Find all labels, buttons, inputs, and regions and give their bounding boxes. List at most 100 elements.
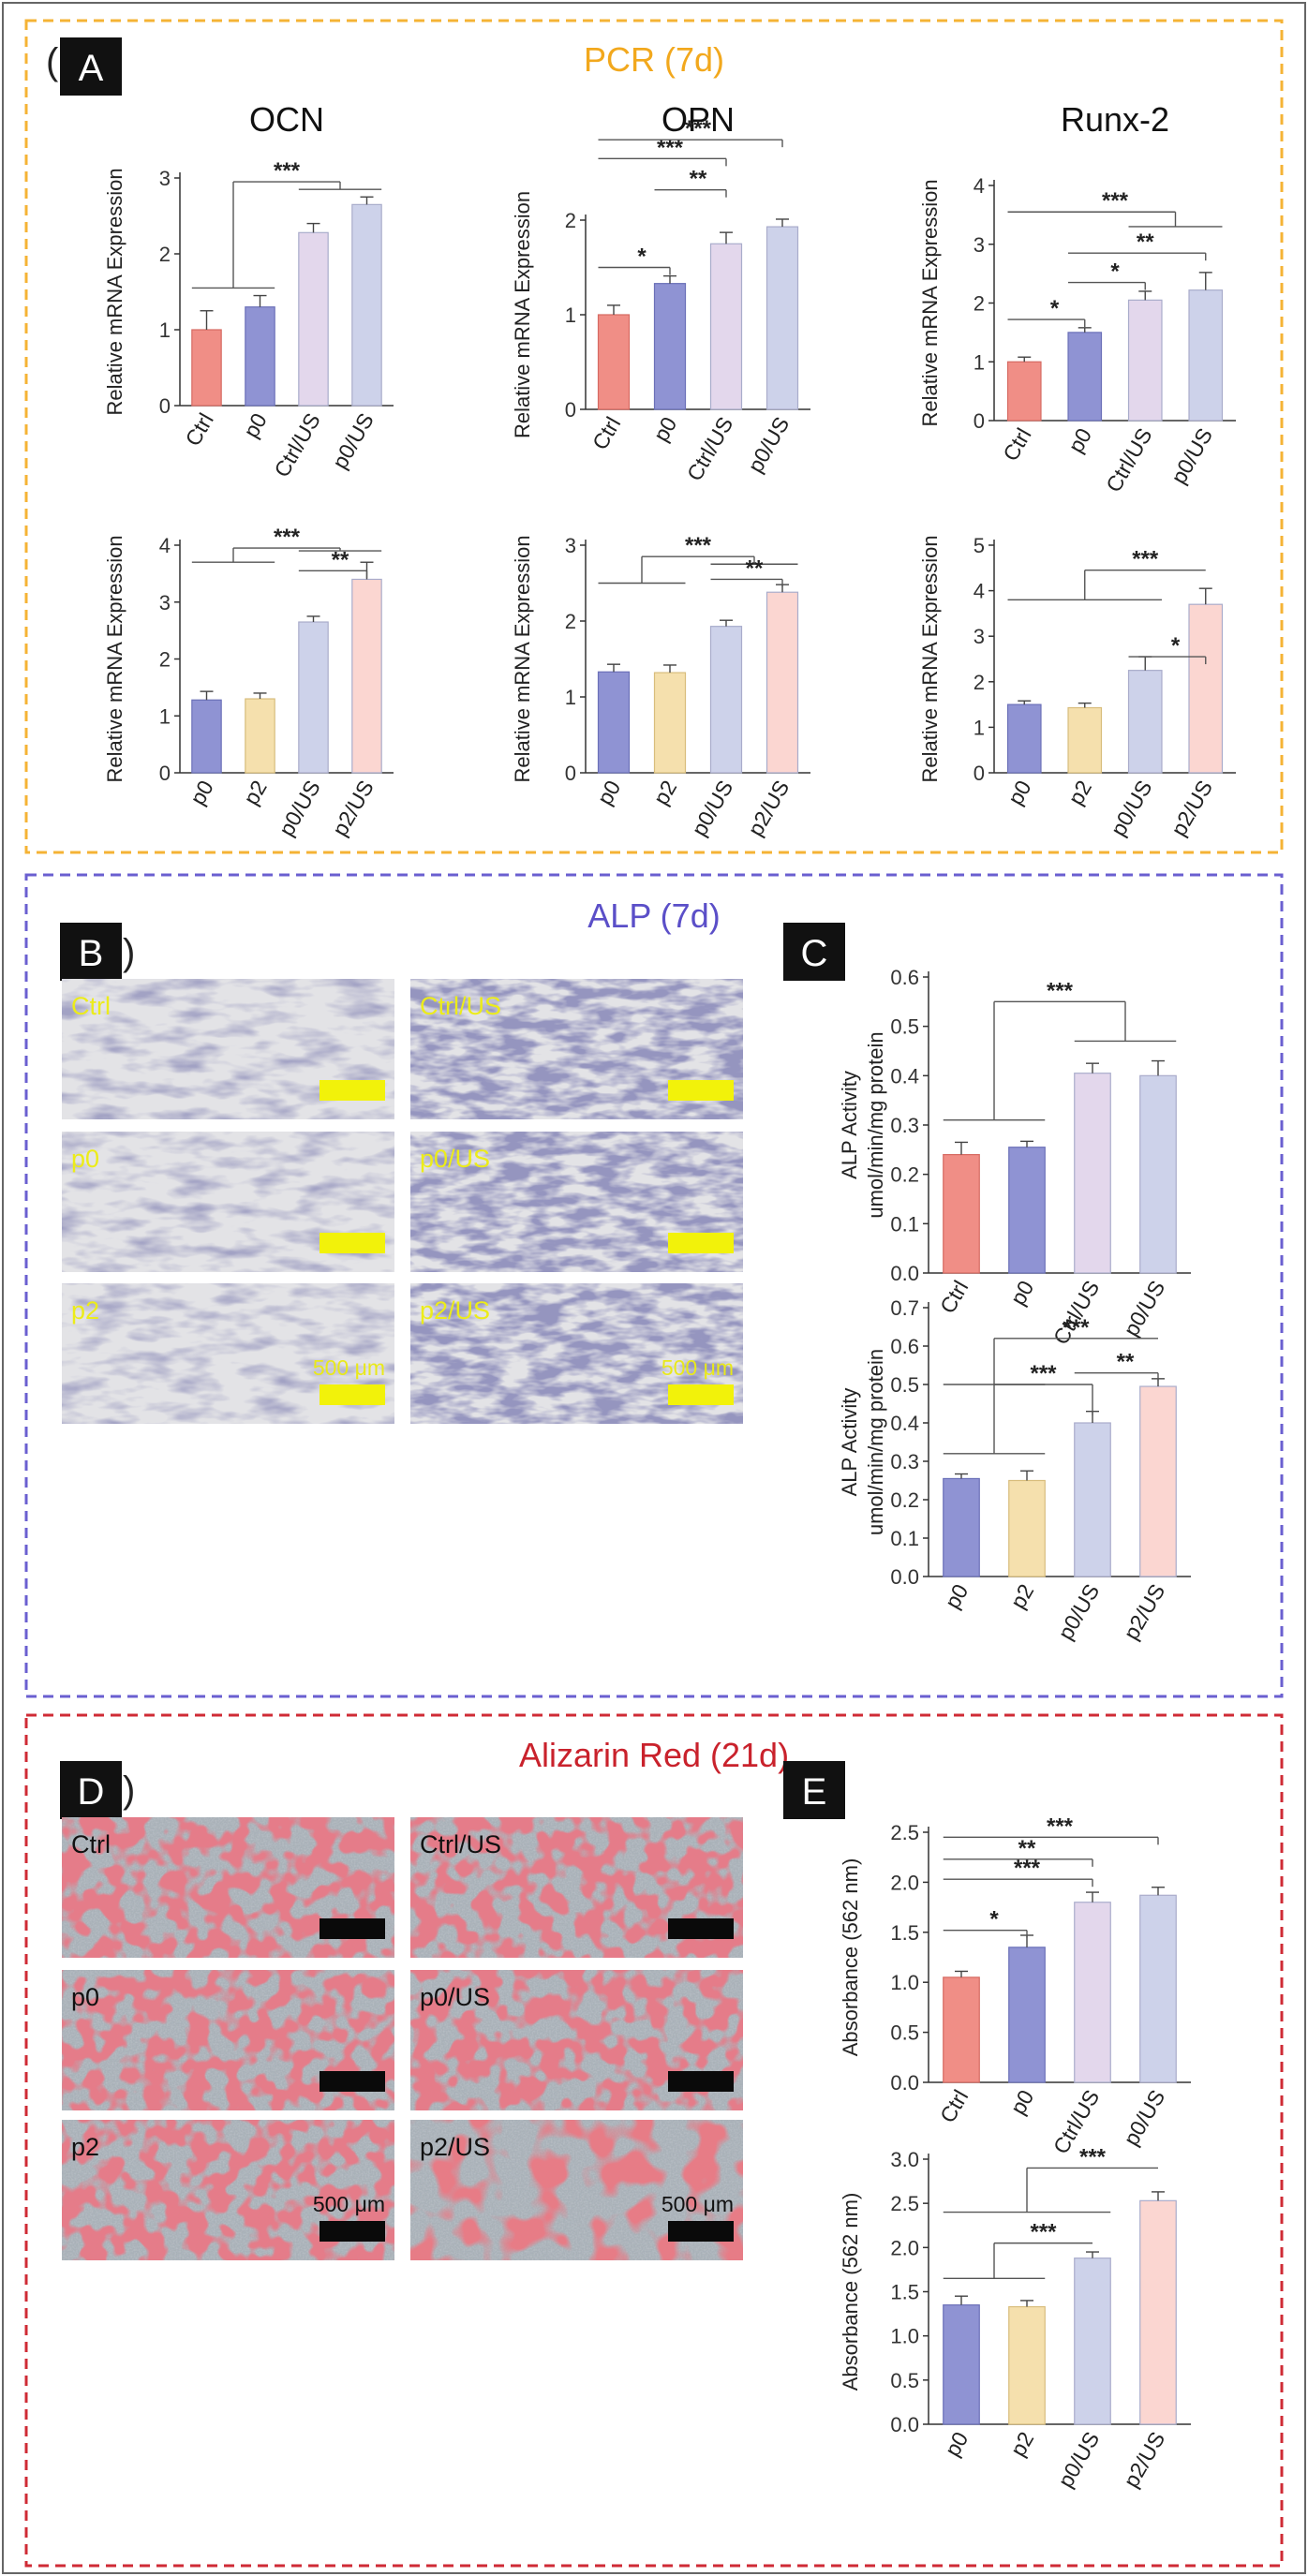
y-axis-label-line: umol/min/mg protein [864,1349,887,1535]
pcr-frame [24,19,1284,854]
scale-bar [668,2221,734,2242]
bar [298,621,329,774]
significance-label: ** [1137,229,1154,255]
ar-micrograph-0: Ctrl [62,1817,394,1958]
bar [191,699,222,774]
micrograph-label: p2/US [420,1296,490,1325]
category-label: p2/US [1119,1580,1169,1644]
category-label: Ctrl [935,1277,973,1318]
y-tick-label: 4 [974,580,985,603]
y-tick-label: 1 [974,716,985,739]
y-tick-label: 0.1 [890,1527,919,1550]
category-label: p0/US [327,409,378,473]
bar [1074,1902,1111,2083]
y-axis-label: Relative mRNA Expression [918,535,942,782]
y-tick-label: 2.5 [890,2192,919,2215]
panel-b-letter: B [79,933,104,974]
y-tick-label: 4 [159,534,171,557]
alp-micrograph-1: Ctrl/US [410,979,743,1119]
y-tick-label: 3 [974,625,985,648]
bar [1008,1947,1046,2083]
panel-e-badge [783,1761,845,1819]
category-label: p0 [648,413,681,446]
panel-a-badge [60,37,122,96]
y-tick-label: 3.0 [890,2148,919,2171]
y-axis-label: Absorbance (562 nm) [839,2193,862,2391]
bar [1006,361,1042,422]
pcr-title: PCR (7d) [584,40,724,79]
bar [709,626,743,774]
category-label: Ctrl [180,409,217,451]
category-label: p0/US [274,777,324,840]
category-label: p0 [940,1580,973,1613]
significance-label: *** [1132,547,1159,572]
bar [943,2304,980,2425]
y-axis-label-line: ALP Activity [838,1388,861,1497]
category-label: p0/US [1053,1580,1104,1644]
micrograph-label: p0 [71,1983,99,2011]
y-tick-label: 0.3 [890,1450,919,1473]
y-tick-label: 0.0 [890,2071,919,2095]
bar [765,226,799,410]
alp-micrograph-0: Ctrl [62,979,394,1119]
y-tick-label: 0.4 [890,1412,919,1435]
bar [1127,670,1163,774]
micrograph-label: p2 [71,2133,99,2161]
y-tick-label: 0.5 [890,1373,919,1397]
bar [597,314,631,410]
bar [1008,1479,1046,1577]
category-label: p2/US [743,777,794,840]
y-tick-label: 0.5 [890,1015,919,1039]
category-label: p0/US [1167,424,1217,488]
alp-micrograph-2: p0 [62,1132,394,1272]
y-axis-label: Relative mRNA Expression [511,535,534,782]
bar [1067,332,1103,422]
significance-label: *** [1079,2144,1107,2169]
bar-chart-8: 0.0 0.5 1.0 1.5 2.0 2.5 Absorbance (562 nm) Ctr… [839,1814,1191,2158]
category-label: p2/US [327,777,378,840]
y-tick-label: 2.5 [890,1821,919,1844]
significance-label: *** [1047,1814,1074,1839]
ar-micrograph-4: p2 500 μm [62,2120,394,2260]
y-tick-label: 0.0 [890,2413,919,2436]
y-tick-label: 2 [159,648,171,672]
scale-bar-label: 500 μm [313,2192,385,2216]
significance-label: ** [332,547,349,572]
y-tick-label: 3 [159,167,171,190]
significance-label: *** [1102,188,1129,214]
bar-chart-3: 0 1 2 3 4 Relative mRNA Expression p0 p2 p0/US p2… [103,525,394,840]
alp-title: ALP (7d) [587,896,720,935]
category-label: p2 [1005,2428,1038,2461]
category-label: p0 [186,777,218,809]
bar [1074,2258,1111,2425]
significance-label: ** [746,555,764,581]
alp-micrograph-5: p2/US 500 μm [410,1283,743,1424]
y-tick-label: 0.5 [890,2021,919,2045]
category-label: p2 [1063,777,1096,809]
micrograph-label: p2/US [420,2133,490,2161]
panel-a-letter: A [79,48,104,89]
y-axis-label: Relative mRNA Expression [103,535,126,782]
y-tick-label: 0.0 [890,1565,919,1589]
bar [597,671,631,774]
scale-bar [320,1384,385,1405]
bar [1139,2199,1177,2425]
y-tick-label: 2 [565,610,576,633]
ar-micrograph-3: p0/US [410,1970,743,2110]
y-tick-label: 0.6 [890,966,919,989]
category-label: p0/US [743,413,794,477]
significance-label: * [1050,296,1060,321]
alp-micrograph-4: p2 500 μm [62,1283,394,1424]
y-tick-label: 1.5 [890,2281,919,2304]
bar [1074,1073,1111,1274]
bar [943,1153,980,1274]
significance-label: *** [1063,1315,1090,1340]
category-label: p2/US [1119,2428,1169,2492]
significance-label: * [989,1907,999,1932]
micrograph-layer: Ctrl Ctrl/US p0 p0/US p2 500 μm p2/US 500 μm Ctr… [62,979,743,2260]
significance-label: * [637,244,647,270]
chart-title: OPN [661,100,735,139]
bar [1127,299,1163,422]
